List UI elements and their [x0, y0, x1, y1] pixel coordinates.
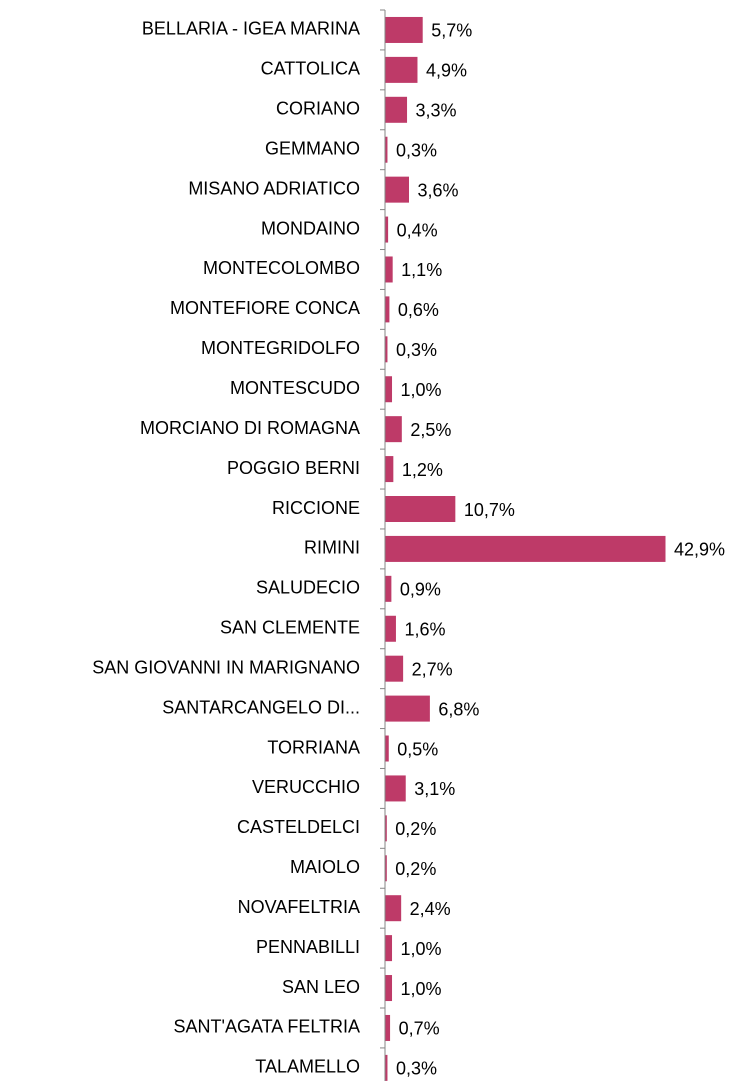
- bar: [385, 376, 393, 403]
- bar: [385, 975, 393, 1002]
- bar: [385, 16, 423, 43]
- bar: [385, 655, 404, 682]
- value-label: 0,3%: [396, 140, 437, 160]
- category-label: MONDAINO: [261, 218, 360, 238]
- value-label: 1,6%: [404, 620, 445, 640]
- value-label: 0,2%: [395, 859, 436, 879]
- bar: [385, 56, 418, 83]
- category-label: SANTARCANGELO DI...: [162, 697, 360, 717]
- category-label: SALUDECIO: [256, 578, 360, 598]
- value-label: 3,1%: [414, 779, 455, 799]
- value-label: 0,9%: [400, 580, 441, 600]
- category-label: CASTELDELCI: [237, 817, 360, 837]
- category-label: TORRIANA: [267, 737, 360, 757]
- bar: [385, 535, 666, 562]
- value-label: 3,3%: [416, 101, 457, 121]
- value-label: 0,3%: [396, 340, 437, 360]
- bar: [385, 496, 456, 522]
- category-label: SAN CLEMENTE: [220, 618, 360, 638]
- bar: [385, 416, 402, 443]
- value-label: 0,3%: [396, 1059, 437, 1079]
- bar: [385, 136, 388, 163]
- bar: [385, 735, 389, 762]
- value-label: 1,1%: [401, 260, 442, 280]
- bar: [385, 935, 393, 962]
- bar: [385, 815, 387, 842]
- category-label: MORCIANO DI ROMAGNA: [140, 418, 360, 438]
- category-label: SANT'AGATA FELTRIA: [174, 1017, 360, 1037]
- value-label: 3,6%: [417, 180, 458, 200]
- bar: [385, 216, 389, 243]
- bar: [385, 1014, 391, 1041]
- bar: [385, 775, 406, 802]
- value-label: 1,0%: [401, 380, 442, 400]
- bar: [385, 336, 388, 363]
- category-label: SAN GIOVANNI IN MARIGNANO: [92, 657, 360, 677]
- value-label: 1,0%: [401, 939, 442, 959]
- bar: [385, 1054, 388, 1081]
- value-label: 2,4%: [410, 899, 451, 919]
- category-label: NOVAFELTRIA: [238, 897, 360, 917]
- bar: [385, 575, 392, 602]
- value-label: 2,7%: [412, 659, 453, 679]
- value-label: 0,7%: [399, 1019, 440, 1039]
- category-label: RICCIONE: [272, 498, 360, 518]
- category-label: MONTEGRIDOLFO: [201, 338, 360, 358]
- category-label: GEMMANO: [265, 138, 360, 158]
- category-label: SAN LEO: [282, 977, 360, 997]
- value-label: 2,5%: [410, 420, 451, 440]
- category-label: CATTOLICA: [261, 59, 360, 79]
- bar: [385, 96, 408, 123]
- category-label: RIMINI: [304, 538, 360, 558]
- category-label: MONTESCUDO: [230, 378, 360, 398]
- bar: [385, 895, 402, 922]
- value-label: 0,6%: [398, 300, 439, 320]
- bar: [385, 615, 396, 642]
- category-label: POGGIO BERNI: [227, 458, 360, 478]
- category-label: PENNABILLI: [256, 937, 360, 957]
- bar: [385, 256, 393, 283]
- category-label: VERUCCHIO: [252, 777, 360, 797]
- value-label: 4,9%: [426, 61, 467, 81]
- category-label: CORIANO: [276, 99, 360, 119]
- bar: [385, 695, 430, 722]
- bar: [385, 176, 409, 203]
- category-label: TALAMELLO: [255, 1057, 360, 1077]
- value-label: 0,2%: [395, 819, 436, 839]
- value-label: 1,0%: [401, 979, 442, 999]
- category-label: MAIOLO: [290, 857, 360, 877]
- bar: [385, 456, 394, 483]
- value-label: 42,9%: [674, 540, 725, 560]
- bar: [385, 296, 390, 323]
- value-label: 5,7%: [431, 21, 472, 41]
- bar: [385, 855, 387, 882]
- value-label: 6,8%: [438, 699, 479, 719]
- value-label: 10,7%: [464, 500, 515, 520]
- category-label: MONTECOLOMBO: [203, 258, 360, 278]
- category-label: MONTEFIORE CONCA: [170, 298, 360, 318]
- value-label: 0,5%: [397, 739, 438, 759]
- category-label: MISANO ADRIATICO: [188, 178, 360, 198]
- value-label: 1,2%: [402, 460, 443, 480]
- category-label: BELLARIA - IGEA MARINA: [142, 19, 360, 39]
- value-label: 0,4%: [397, 220, 438, 240]
